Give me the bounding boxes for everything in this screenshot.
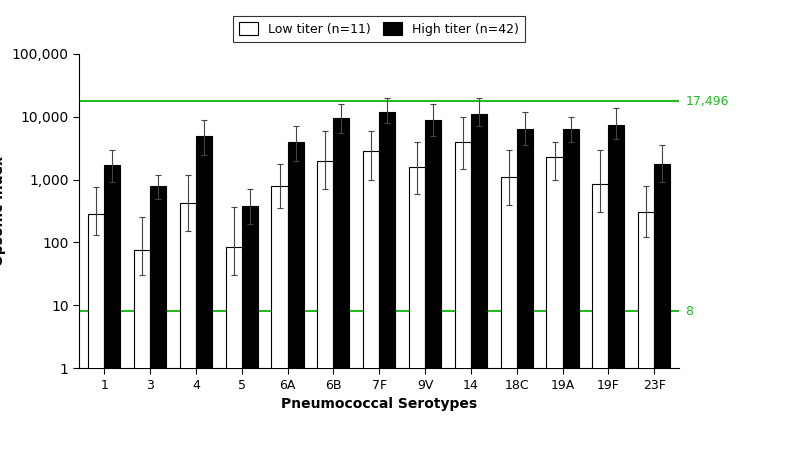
- Y-axis label: Opsonic index: Opsonic index: [0, 156, 6, 266]
- Bar: [242, 206, 258, 449]
- Bar: [272, 186, 288, 449]
- Bar: [592, 184, 608, 449]
- Bar: [104, 165, 120, 449]
- Bar: [379, 112, 395, 449]
- Bar: [196, 136, 212, 449]
- Bar: [501, 177, 517, 449]
- Bar: [363, 151, 379, 449]
- Bar: [608, 124, 624, 449]
- Bar: [333, 118, 349, 449]
- Bar: [180, 203, 196, 449]
- X-axis label: Pneumococcal Serotypes: Pneumococcal Serotypes: [281, 397, 477, 411]
- Text: 17,496: 17,496: [686, 95, 729, 108]
- Bar: [288, 142, 303, 449]
- Bar: [150, 186, 166, 449]
- Bar: [547, 157, 562, 449]
- Bar: [654, 163, 670, 449]
- Legend: Low titer (n=11), High titer (n=42): Low titer (n=11), High titer (n=42): [233, 16, 525, 42]
- Bar: [517, 128, 532, 449]
- Bar: [226, 247, 242, 449]
- Bar: [134, 250, 150, 449]
- Bar: [471, 114, 487, 449]
- Bar: [318, 161, 333, 449]
- Bar: [562, 128, 578, 449]
- Bar: [88, 214, 104, 449]
- Text: 8: 8: [686, 305, 694, 318]
- Bar: [638, 211, 654, 449]
- Bar: [409, 167, 425, 449]
- Bar: [425, 119, 441, 449]
- Bar: [455, 142, 471, 449]
